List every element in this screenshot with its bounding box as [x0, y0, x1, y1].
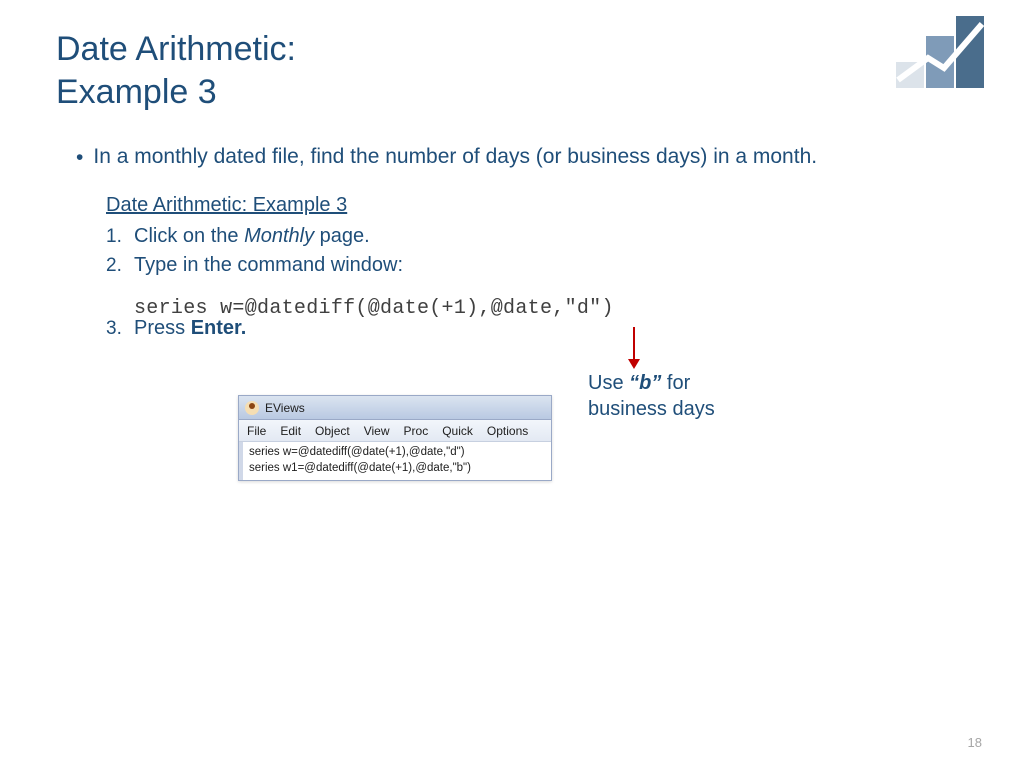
- menu-item-object[interactable]: Object: [315, 424, 350, 438]
- menu-item-edit[interactable]: Edit: [280, 424, 301, 438]
- app-icon: [245, 401, 259, 415]
- menu-bar: File Edit Object View Proc Quick Options: [239, 420, 551, 442]
- app-title: EViews: [265, 401, 305, 415]
- chart-logo: [894, 14, 986, 90]
- cmd-line-2: series w1=@datediff(@date(+1),@date,"b"): [249, 461, 545, 477]
- sub-heading: Date Arithmetic: Example 3: [106, 194, 347, 217]
- step-text: Press Enter.: [134, 317, 246, 340]
- step-text: Click on the Monthly page.: [134, 225, 370, 248]
- slide-title: Date Arithmetic: Example 3: [56, 28, 296, 113]
- step-number: 1.: [106, 226, 134, 248]
- step-2: 2. Type in the command window:: [106, 254, 403, 277]
- title-line-2: Example 3: [56, 71, 296, 114]
- eviews-screenshot: EViews File Edit Object View Proc Quick …: [238, 395, 552, 481]
- arrow-down-icon: [628, 327, 640, 369]
- bullet-dot-icon: •: [76, 145, 83, 170]
- note: Use “b” for business days: [588, 370, 715, 422]
- step-1: 1. Click on the Monthly page.: [106, 225, 403, 248]
- page-number: 18: [968, 735, 982, 750]
- window-titlebar: EViews: [239, 396, 551, 420]
- step-text: Type in the command window:: [134, 254, 403, 277]
- code-line: series w=@datediff(@date(+1),@date,"d"): [134, 297, 614, 320]
- steps-list: 1. Click on the Monthly page. 2. Type in…: [106, 225, 403, 346]
- command-area[interactable]: series w=@datediff(@date(+1),@date,"d") …: [239, 442, 551, 480]
- menu-item-quick[interactable]: Quick: [442, 424, 473, 438]
- menu-item-proc[interactable]: Proc: [404, 424, 429, 438]
- main-bullet-text: In a monthly dated file, find the number…: [93, 145, 817, 169]
- cmd-line-1: series w=@datediff(@date(+1),@date,"d"): [249, 445, 545, 461]
- step-number: 2.: [106, 255, 134, 277]
- title-line-1: Date Arithmetic:: [56, 28, 296, 71]
- menu-item-options[interactable]: Options: [487, 424, 528, 438]
- step-3: 3. Press Enter.: [106, 317, 403, 340]
- menu-item-view[interactable]: View: [364, 424, 390, 438]
- menu-item-file[interactable]: File: [247, 424, 266, 438]
- main-bullet: • In a monthly dated file, find the numb…: [76, 145, 817, 170]
- step-number: 3.: [106, 318, 134, 340]
